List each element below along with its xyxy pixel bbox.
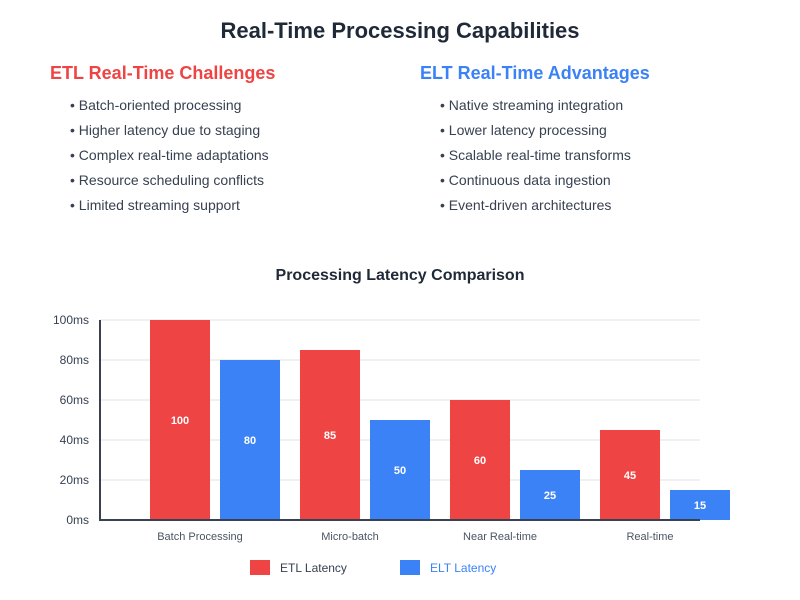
bar-elt xyxy=(520,470,580,520)
list-item: • Limited streaming support xyxy=(70,197,240,213)
list-item: • Continuous data ingestion xyxy=(440,172,611,188)
bar-elt xyxy=(670,490,730,520)
bar-value-label: 80 xyxy=(244,435,256,447)
bar-elt xyxy=(370,420,430,520)
legend-swatch-etl xyxy=(250,560,270,575)
bar-elt xyxy=(220,360,280,520)
legend-label: ETL Latency xyxy=(280,561,347,575)
list-item: • Native streaming integration xyxy=(440,97,624,113)
etl-challenges-heading: ETL Real-Time Challenges xyxy=(50,63,276,83)
etl-challenges-list: • Batch-oriented processing • Higher lat… xyxy=(70,95,269,220)
y-tick-label: 20ms xyxy=(60,473,89,487)
list-item: • Batch-oriented processing xyxy=(70,97,242,113)
y-tick-label: 0ms xyxy=(66,513,89,527)
bar-value-label: 85 xyxy=(324,430,336,442)
list-item: • Scalable real-time transforms xyxy=(440,147,631,163)
bar-value-label: 15 xyxy=(694,500,706,512)
y-tick-label: 40ms xyxy=(60,433,89,447)
bar-etl xyxy=(150,320,210,520)
bar-etl xyxy=(600,430,660,520)
bar-value-label: 45 xyxy=(624,470,636,482)
x-tick-label: Micro-batch xyxy=(321,531,378,543)
list-item: • Event-driven architectures xyxy=(440,197,612,213)
bar-value-label: 100 xyxy=(171,415,189,427)
bar-value-label: 50 xyxy=(394,465,406,477)
legend-swatch-elt xyxy=(400,560,420,575)
x-tick-label: Batch Processing xyxy=(157,531,243,543)
elt-advantages-heading: ELT Real-Time Advantages xyxy=(420,63,650,83)
list-item: • Higher latency due to staging xyxy=(70,122,261,138)
x-tick-label: Real-time xyxy=(626,531,673,543)
y-tick-label: 100ms xyxy=(53,313,89,327)
y-tick-label: 80ms xyxy=(60,353,89,367)
elt-advantages-list: • Native streaming integration • Lower l… xyxy=(440,95,631,220)
y-tick-label: 60ms xyxy=(60,393,89,407)
list-item: • Resource scheduling conflicts xyxy=(70,172,264,188)
bar-etl xyxy=(300,350,360,520)
bar-value-label: 25 xyxy=(544,490,556,502)
list-item: • Lower latency processing xyxy=(440,122,607,138)
bar-value-label: 60 xyxy=(474,455,486,467)
list-item: • Complex real-time adaptations xyxy=(70,147,269,163)
x-tick-label: Near Real-time xyxy=(463,531,537,543)
bar-etl xyxy=(450,400,510,520)
legend-label: ELT Latency xyxy=(430,561,496,575)
chart-title: Processing Latency Comparison xyxy=(276,267,525,284)
page-title: Real-Time Processing Capabilities xyxy=(220,18,580,43)
